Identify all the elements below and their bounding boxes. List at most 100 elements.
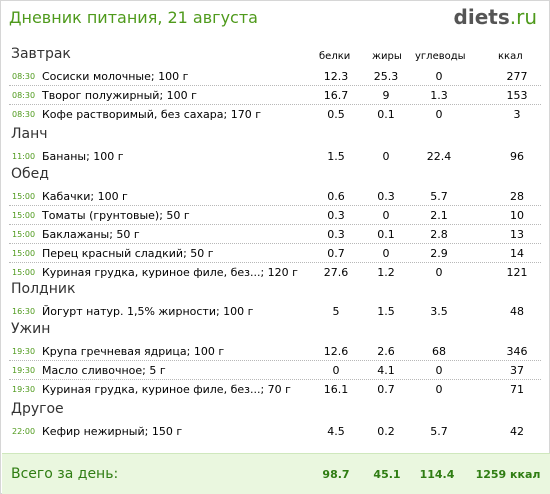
protein-value: 0.6 bbox=[327, 190, 345, 203]
food-row[interactable]: 08:30 Творог полужирный; 100 г 16.7 9 1.3 153 bbox=[9, 86, 541, 105]
carbs-value: 68 bbox=[432, 345, 446, 358]
carbs-value: 2.8 bbox=[430, 228, 448, 241]
protein-value: 0.3 bbox=[327, 209, 345, 222]
protein-value: 0.5 bbox=[327, 108, 345, 121]
fat-value: 9 bbox=[382, 89, 390, 102]
carbs-value: 0 bbox=[435, 383, 443, 396]
food-row[interactable]: 08:30 Сосиски молочные; 100 г 12.3 25.3 0 277 bbox=[9, 67, 541, 86]
food-row[interactable]: 15:00 Баклажаны; 50 г 0.3 0.1 2.8 13 bbox=[9, 225, 541, 244]
fat-value: 0.3 bbox=[377, 190, 395, 203]
food-name[interactable]: Бананы; 100 г bbox=[42, 150, 124, 163]
food-name[interactable]: Кабачки; 100 г bbox=[42, 190, 128, 203]
food-row[interactable]: 16:30 Йогурт натур. 1,5% жирности; 100 г 5… bbox=[9, 302, 541, 321]
protein-value: 16.7 bbox=[323, 89, 349, 102]
entry-time: 15:00 bbox=[12, 192, 36, 201]
kcal-value: 3 bbox=[513, 108, 521, 121]
carbs-value: 0 bbox=[435, 70, 443, 83]
meal-section-title: Полдник bbox=[11, 281, 76, 297]
entry-time: 11:00 bbox=[12, 152, 36, 161]
food-row[interactable]: 15:00 Куриная грудка, куриное филе, без..… bbox=[9, 263, 541, 282]
fat-value: 1.2 bbox=[377, 266, 395, 279]
food-row[interactable]: 15:00 Томаты (грунтовые); 50 г 0.3 0 2.1 10 bbox=[9, 206, 541, 225]
food-row[interactable]: 19:30 Крупа гречневая ядрица; 100 г 12.6 2.… bbox=[9, 342, 541, 361]
fat-value: 0.7 bbox=[377, 383, 395, 396]
food-row[interactable]: 15:00 Кабачки; 100 г 0.6 0.3 5.7 28 bbox=[9, 187, 541, 206]
food-row[interactable]: 19:30 Куриная грудка, куриное филе, без..… bbox=[9, 380, 541, 399]
total-fat: 45.1 bbox=[373, 468, 401, 481]
meal-section-title: Завтрак bbox=[11, 46, 71, 62]
carbs-value: 3.5 bbox=[430, 305, 448, 318]
entry-time: 15:00 bbox=[12, 211, 36, 220]
carbs-value: 22.4 bbox=[426, 150, 452, 163]
carbs-value: 5.7 bbox=[430, 190, 448, 203]
fat-value: 1.5 bbox=[377, 305, 395, 318]
food-name[interactable]: Перец красный сладкий; 50 г bbox=[42, 247, 214, 260]
meal-section-title: Другое bbox=[11, 401, 64, 417]
food-name[interactable]: Куриная грудка, куриное филе, без...; 12… bbox=[42, 266, 298, 279]
page-title: Дневник питания, 21 августа bbox=[9, 8, 258, 27]
entry-time: 16:30 bbox=[12, 307, 36, 316]
total-kcal: 1259 ккал bbox=[475, 468, 541, 481]
food-name[interactable]: Кофе растворимый, без сахара; 170 г bbox=[42, 108, 261, 121]
protein-value: 12.3 bbox=[323, 70, 349, 83]
meal-section-title: Ланч bbox=[11, 126, 48, 142]
entry-time: 15:00 bbox=[12, 230, 36, 239]
carbs-value: 2.1 bbox=[430, 209, 448, 222]
kcal-value: 28 bbox=[510, 190, 524, 203]
column-header-carbs: углеводы bbox=[415, 51, 466, 62]
protein-value: 12.6 bbox=[323, 345, 349, 358]
food-name[interactable]: Куриная грудка, куриное филе, без...; 70… bbox=[42, 383, 291, 396]
kcal-value: 42 bbox=[510, 425, 524, 438]
total-protein: 98.7 bbox=[322, 468, 350, 481]
fat-value: 25.3 bbox=[373, 70, 399, 83]
entry-time: 08:30 bbox=[12, 91, 36, 100]
carbs-value: 1.3 bbox=[430, 89, 448, 102]
carbs-value: 2.9 bbox=[430, 247, 448, 260]
site-logo[interactable]: diets.ru bbox=[454, 5, 537, 29]
food-name[interactable]: Йогурт натур. 1,5% жирности; 100 г bbox=[42, 305, 254, 318]
entry-time: 15:00 bbox=[12, 249, 36, 258]
logo-name: diets bbox=[453, 5, 510, 29]
protein-value: 0 bbox=[332, 364, 340, 377]
entry-time: 15:00 bbox=[12, 268, 36, 277]
fat-value: 0 bbox=[382, 209, 390, 222]
kcal-value: 10 bbox=[510, 209, 524, 222]
carbs-value: 0 bbox=[435, 108, 443, 121]
carbs-value: 0 bbox=[435, 364, 443, 377]
food-row[interactable]: 19:30 Масло сливочное; 5 г 0 4.1 0 37 bbox=[9, 361, 541, 380]
column-header-protein: белки bbox=[319, 51, 351, 62]
entry-time: 19:30 bbox=[12, 366, 36, 375]
entry-time: 19:30 bbox=[12, 347, 36, 356]
protein-value: 27.6 bbox=[323, 266, 349, 279]
kcal-value: 96 bbox=[510, 150, 524, 163]
food-name[interactable]: Крупа гречневая ядрица; 100 г bbox=[42, 345, 225, 358]
fat-value: 0 bbox=[382, 247, 390, 260]
protein-value: 0.7 bbox=[327, 247, 345, 260]
food-name[interactable]: Творог полужирный; 100 г bbox=[42, 89, 197, 102]
fat-value: 0.1 bbox=[377, 228, 395, 241]
protein-value: 16.1 bbox=[323, 383, 349, 396]
logo-domain: .ru bbox=[509, 5, 537, 29]
kcal-value: 13 bbox=[510, 228, 524, 241]
food-name[interactable]: Масло сливочное; 5 г bbox=[42, 364, 166, 377]
daily-totals: Всего за день: 98.7 45.1 114.4 1259 ккал bbox=[2, 453, 550, 494]
food-row[interactable]: 11:00 Бананы; 100 г 1.5 0 22.4 96 bbox=[9, 147, 541, 166]
food-name[interactable]: Томаты (грунтовые); 50 г bbox=[42, 209, 190, 222]
food-row[interactable]: 08:30 Кофе растворимый, без сахара; 170 г… bbox=[9, 105, 541, 124]
meal-section-title: Обед bbox=[11, 166, 49, 182]
meal-section-title: Ужин bbox=[11, 321, 51, 337]
kcal-value: 153 bbox=[506, 89, 528, 102]
food-name[interactable]: Баклажаны; 50 г bbox=[42, 228, 140, 241]
carbs-value: 5.7 bbox=[430, 425, 448, 438]
protein-value: 5 bbox=[332, 305, 340, 318]
kcal-value: 48 bbox=[510, 305, 524, 318]
entry-time: 19:30 bbox=[12, 385, 36, 394]
food-name[interactable]: Кефир нежирный; 150 г bbox=[42, 425, 183, 438]
entry-time: 08:30 bbox=[12, 72, 36, 81]
food-row[interactable]: 15:00 Перец красный сладкий; 50 г 0.7 0 2.9 1… bbox=[9, 244, 541, 263]
kcal-value: 71 bbox=[510, 383, 524, 396]
fat-value: 4.1 bbox=[377, 364, 395, 377]
food-row[interactable]: 22:00 Кефир нежирный; 150 г 4.5 0.2 5.7 42 bbox=[9, 422, 541, 441]
food-name[interactable]: Сосиски молочные; 100 г bbox=[42, 70, 189, 83]
